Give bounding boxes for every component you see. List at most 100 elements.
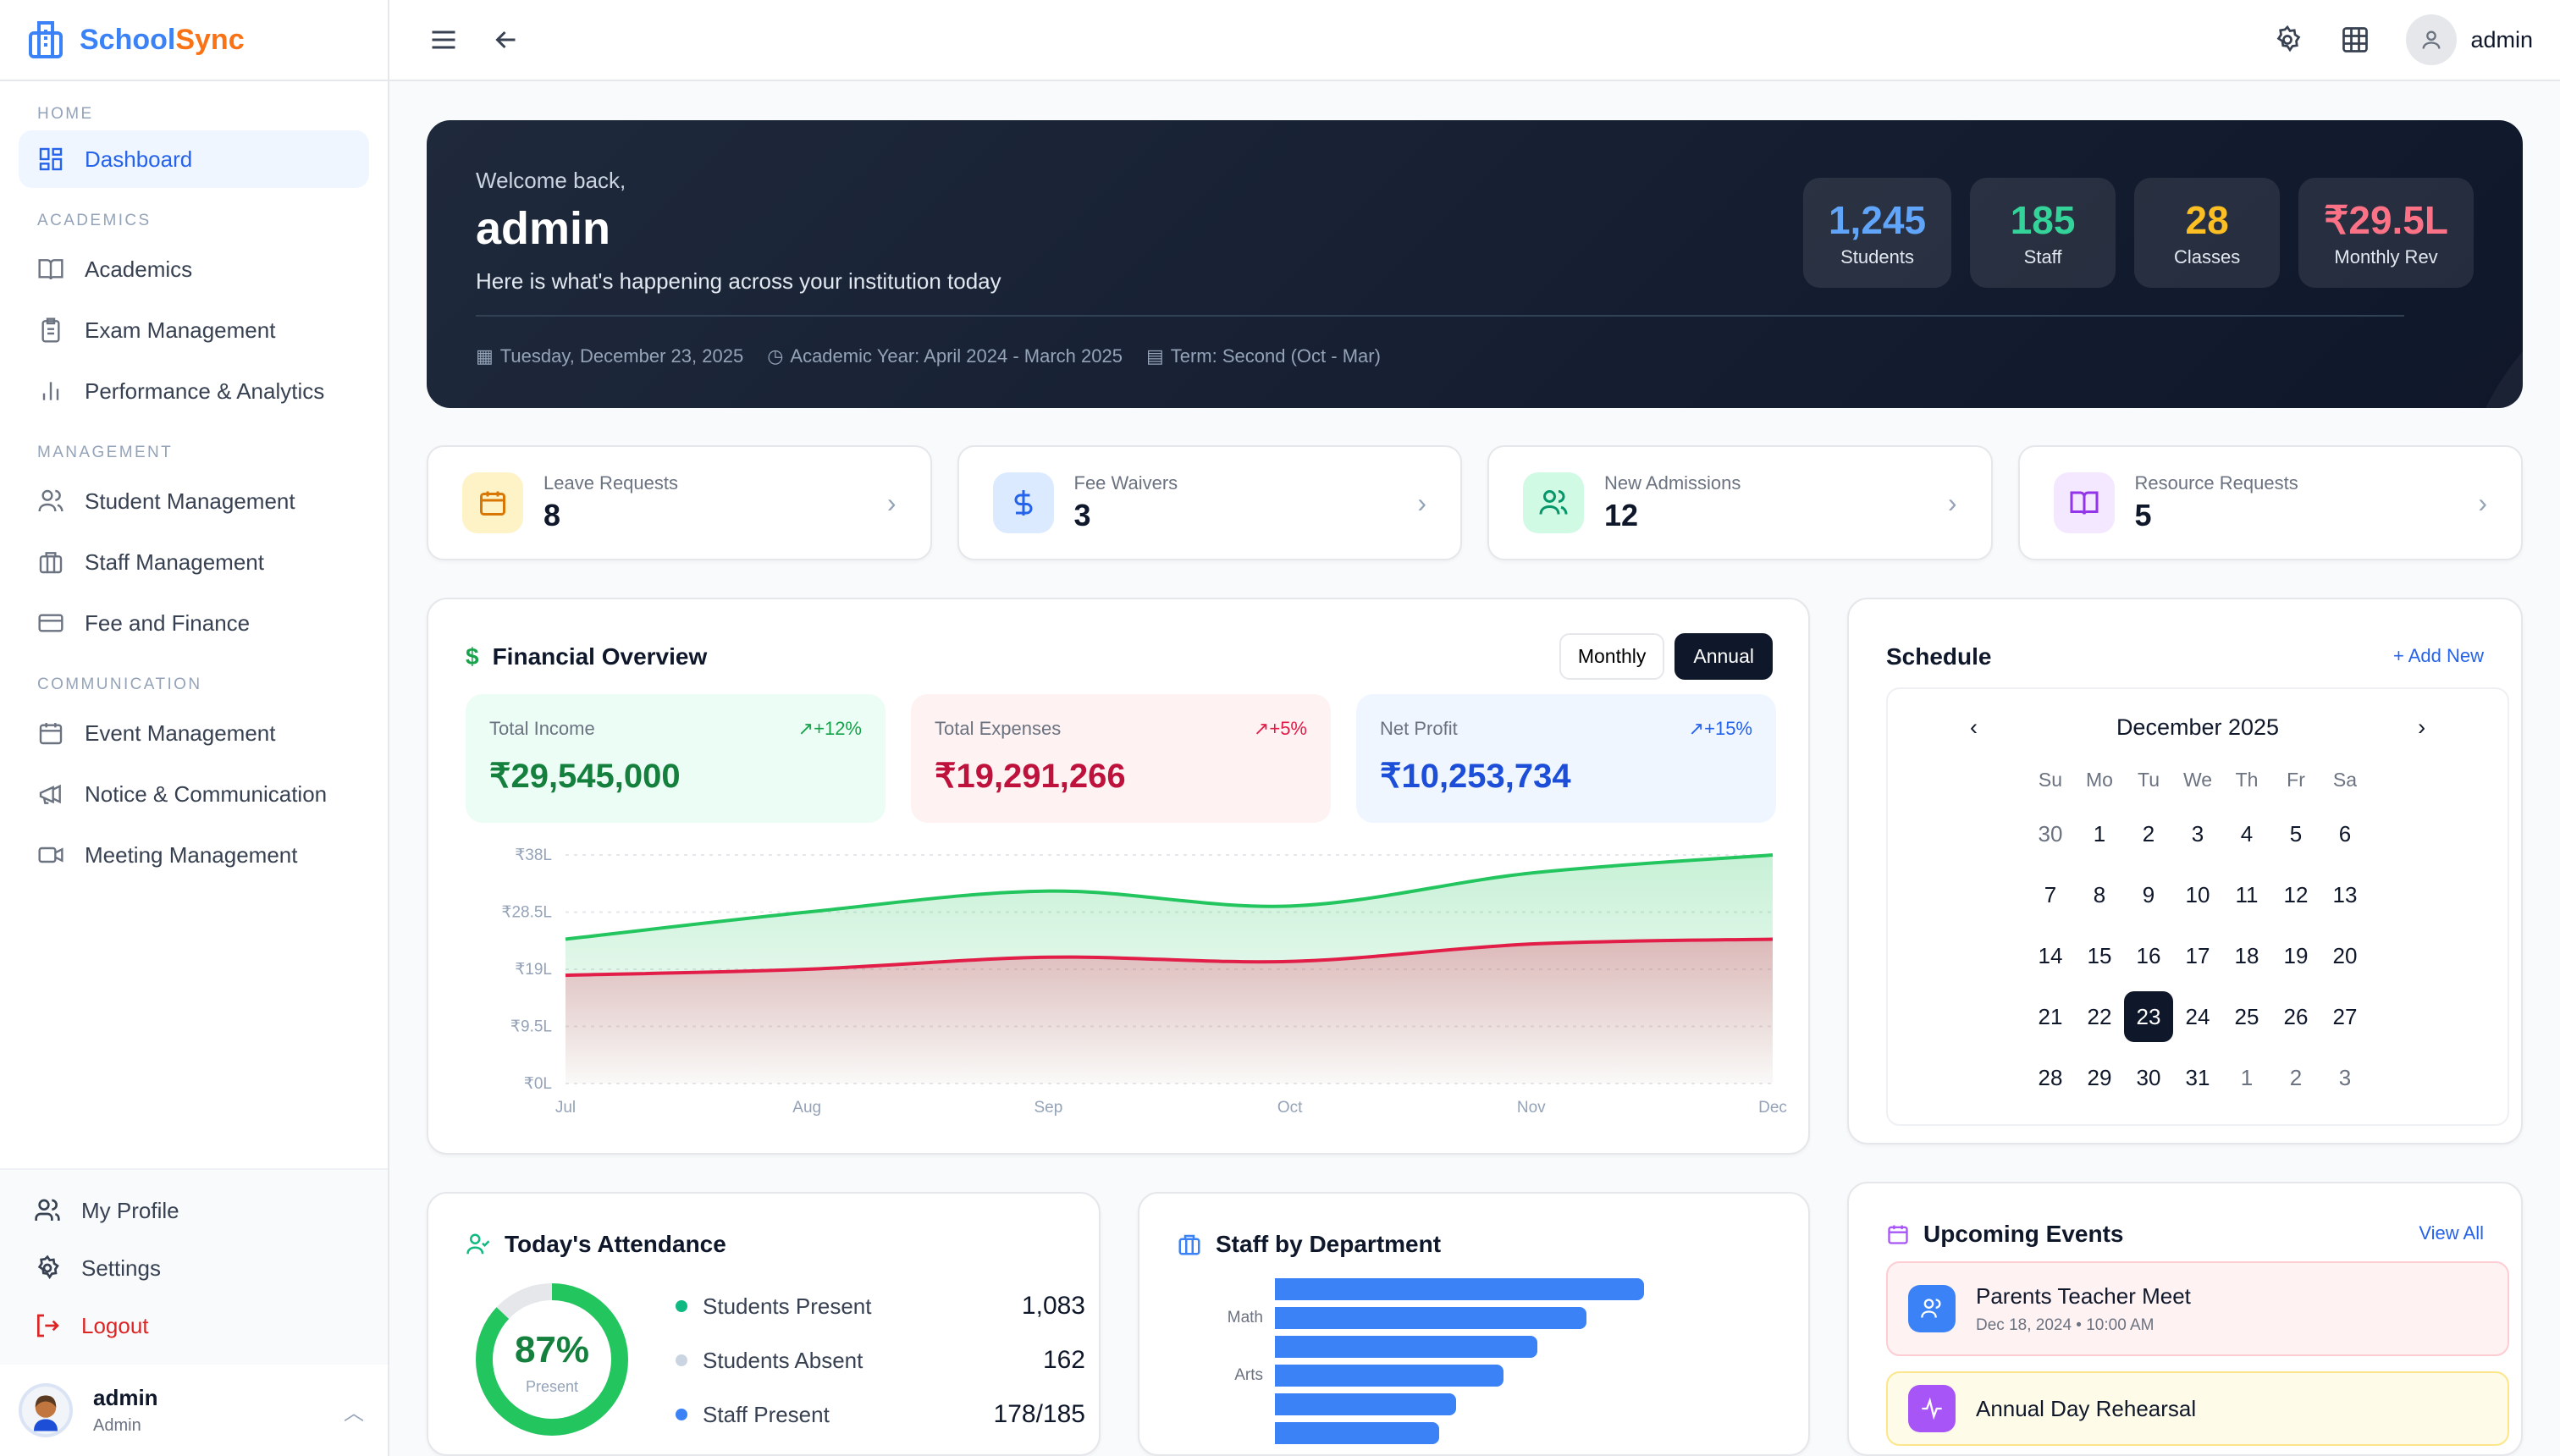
calendar-day[interactable]: 30 <box>2038 820 2063 847</box>
weekday-label: Tu <box>2138 768 2160 791</box>
sidebar-item-performance-analytics[interactable]: Performance & Analytics <box>19 362 369 420</box>
attendance-row: Students Absent 162 <box>676 1346 1085 1375</box>
megaphone-icon <box>37 780 64 808</box>
staff-by-department-card: Staff by Department Math Arts <box>1138 1192 1810 1456</box>
dashboard-icon <box>37 146 64 173</box>
department-bar <box>1275 1307 1587 1329</box>
sidebar-item-meeting-management[interactable]: Meeting Management <box>19 826 369 884</box>
calendar-day[interactable]: 19 <box>2283 942 2309 968</box>
sidebar-item-label: Fee and Finance <box>85 609 251 636</box>
y-tick-label: ₹38L <box>515 847 552 864</box>
calendar-day[interactable]: 1 <box>2240 1064 2254 1090</box>
back-arrow-icon[interactable] <box>489 23 523 57</box>
chevron-right-icon: › <box>1417 487 1426 518</box>
users-icon <box>1908 1285 1956 1332</box>
event-name: Annual Day Rehearsal <box>1976 1395 2197 1421</box>
prev-month-button[interactable]: ‹ <box>1969 714 1978 740</box>
attendance-donut <box>476 1283 628 1436</box>
sidebar-item-exam-management[interactable]: Exam Management <box>19 301 369 359</box>
calendar-day[interactable]: 18 <box>2234 942 2259 968</box>
calendar-day[interactable]: 3 <box>2191 820 2204 847</box>
calendar-day[interactable]: 21 <box>2038 1003 2063 1029</box>
section-heading: MANAGEMENT <box>37 444 174 461</box>
calendar-icon <box>37 720 64 747</box>
calendar-day[interactable]: 11 <box>2235 881 2259 907</box>
calendar-day[interactable]: 25 <box>2234 1003 2259 1029</box>
user-menu[interactable]: admin Admin ︿ <box>0 1365 388 1456</box>
calendar-day[interactable]: 5 <box>2289 820 2303 847</box>
calendar-day[interactable]: 14 <box>2038 942 2063 968</box>
event-item[interactable]: Parents Teacher Meet Dec 18, 2024 • 10:00… <box>1886 1261 2509 1356</box>
monthly-toggle-button[interactable]: Monthly <box>1559 633 1665 680</box>
calendar-day[interactable]: 10 <box>2185 881 2210 907</box>
calendar-day[interactable]: 4 <box>2240 820 2254 847</box>
calendar-icon: ▦ <box>476 345 494 367</box>
quick-card-fee-waivers[interactable]: Fee Waivers 3 › <box>957 445 1462 560</box>
quick-card-resource-requests[interactable]: Resource Requests 5 › <box>2017 445 2523 560</box>
logout-link[interactable]: Logout <box>15 1297 372 1354</box>
calendar-day[interactable]: 13 <box>2332 881 2358 907</box>
view-all-link[interactable]: View All <box>2419 1222 2484 1244</box>
calendar-day[interactable]: 28 <box>2038 1064 2063 1090</box>
section-heading: COMMUNICATION <box>37 676 202 693</box>
stat-value: 1,245 <box>1828 198 1927 242</box>
sidebar-item-event-management[interactable]: Event Management <box>19 704 369 762</box>
calendar-day[interactable]: 7 <box>2044 881 2057 907</box>
calendar-day[interactable]: 27 <box>2332 1003 2358 1029</box>
calendar-day[interactable]: 16 <box>2136 942 2161 968</box>
next-month-button[interactable]: › <box>2418 714 2426 740</box>
weekday-label: Mo <box>2086 768 2113 791</box>
annual-toggle-button[interactable]: Annual <box>1674 633 1773 680</box>
logo[interactable]: SchoolSync <box>0 0 388 81</box>
calendar-day[interactable]: 8 <box>2093 881 2106 907</box>
user-check-icon <box>466 1233 490 1255</box>
calendar-day[interactable]: 6 <box>2338 820 2352 847</box>
gear-icon[interactable] <box>2270 23 2304 57</box>
sidebar-item-dashboard[interactable]: Dashboard <box>19 130 369 188</box>
user-icon <box>2406 14 2458 65</box>
users-icon <box>1523 472 1584 533</box>
calendar-day[interactable]: 29 <box>2087 1064 2112 1090</box>
sidebar-item-fee-and-finance[interactable]: Fee and Finance <box>19 594 369 652</box>
header-user[interactable]: admin <box>2406 14 2533 65</box>
calendar-day[interactable]: 9 <box>2142 881 2155 907</box>
sidebar-item-academics[interactable]: Academics <box>19 240 369 298</box>
calendar-day[interactable]: 3 <box>2338 1064 2352 1090</box>
quick-card-leave-requests[interactable]: Leave Requests 8 › <box>427 445 932 560</box>
calendar-day[interactable]: 17 <box>2185 942 2210 968</box>
chevron-right-icon: › <box>886 487 897 518</box>
menu-icon[interactable] <box>427 23 461 57</box>
calendar-day[interactable]: 2 <box>2142 820 2155 847</box>
weekday-label: Th <box>2235 768 2259 791</box>
grid-icon[interactable] <box>2338 23 2372 57</box>
calendar-day[interactable]: 31 <box>2185 1064 2210 1090</box>
x-tick-label: Dec <box>1758 1099 1787 1117</box>
add-new-link[interactable]: + Add New <box>2392 645 2484 666</box>
calendar-day[interactable]: 15 <box>2087 942 2112 968</box>
calendar-day[interactable]: 20 <box>2332 942 2358 968</box>
department-label: Arts <box>1234 1366 1263 1384</box>
calendar-day[interactable]: 1 <box>2093 820 2106 847</box>
sidebar-item-label: Academics <box>85 256 193 282</box>
calendar-day-selected[interactable]: 23 <box>2124 991 2173 1042</box>
calendar-day[interactable]: 2 <box>2289 1064 2303 1090</box>
sidebar-item-notice-communication[interactable]: Notice & Communication <box>19 765 369 823</box>
calendar-day[interactable]: 12 <box>2283 881 2309 907</box>
stat-classes: 28 Classes <box>2134 178 2281 288</box>
credit-card-icon <box>37 609 64 637</box>
calendar-day[interactable]: 30 <box>2136 1064 2161 1090</box>
top-header: admin <box>389 0 2560 81</box>
kpi-value: ₹10,253,734 <box>1380 758 1571 795</box>
x-tick-label: Aug <box>792 1099 821 1117</box>
sidebar-item-staff-management[interactable]: Staff Management <box>19 533 369 591</box>
quick-card-new-admissions[interactable]: New Admissions 12 › <box>1487 445 1993 560</box>
calendar-day[interactable]: 26 <box>2283 1003 2309 1029</box>
calendar-day[interactable]: 22 <box>2087 1003 2112 1029</box>
settings-link[interactable]: Settings <box>15 1239 372 1297</box>
sidebar-item-student-management[interactable]: Student Management <box>19 472 369 530</box>
my-profile-link[interactable]: My Profile <box>15 1182 372 1239</box>
event-item[interactable]: Annual Day Rehearsal <box>1886 1371 2509 1446</box>
weekday-label: Su <box>2038 768 2063 791</box>
calendar-day[interactable]: 24 <box>2185 1003 2210 1029</box>
